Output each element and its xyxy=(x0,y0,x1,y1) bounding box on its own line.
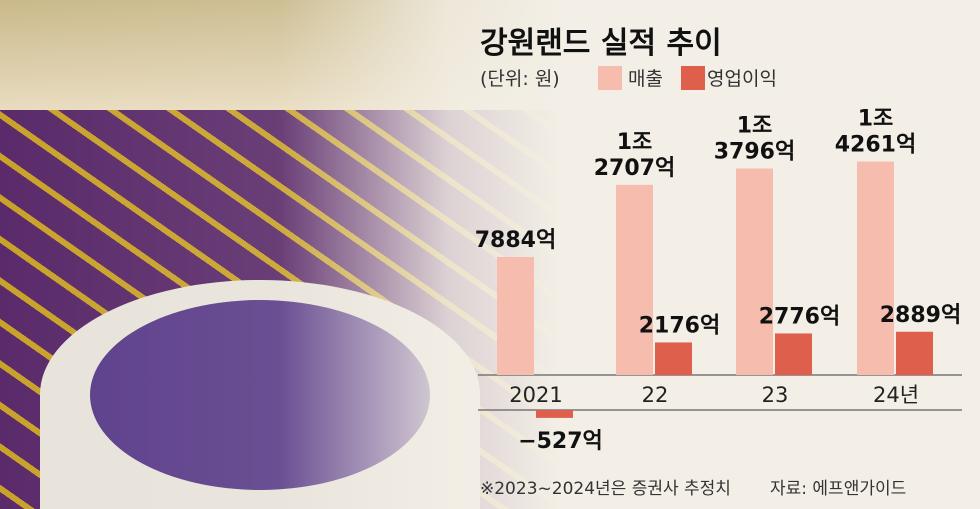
data-label: 3796억 xyxy=(714,140,795,165)
data-label: 1조 xyxy=(858,107,894,132)
legend-swatch-revenue xyxy=(598,66,622,90)
data-label: 7884억 xyxy=(475,228,556,253)
data-label: 1조 xyxy=(737,114,773,139)
legend-label-revenue: 매출 xyxy=(628,68,663,90)
data-label: 2176억 xyxy=(639,313,720,338)
data-label: −527억 xyxy=(518,429,603,454)
bar-operating-profit xyxy=(775,333,812,375)
bar-revenue xyxy=(616,184,653,375)
data-label: 4261억 xyxy=(835,133,916,158)
footnote: ※2023~2024년은 증권사 추정치 xyxy=(480,479,731,499)
x-tick-label: 23 xyxy=(762,383,789,407)
legend-label-operating-profit: 영업이익 xyxy=(707,68,777,90)
source-note: 자료: 에프앤가이드 xyxy=(770,479,907,499)
data-label: 2707억 xyxy=(594,156,675,181)
chart-title: 강원랜드 실적 추이 xyxy=(480,26,722,61)
bar-revenue xyxy=(736,168,773,375)
x-tick-label: 24년 xyxy=(873,383,919,407)
x-tick-label: 22 xyxy=(642,383,669,407)
casino-photo xyxy=(0,0,560,509)
data-label: 2889억 xyxy=(880,303,961,328)
bar-operating-profit xyxy=(896,331,933,375)
bar-operating-profit xyxy=(655,342,692,375)
data-label: 1조 xyxy=(617,130,653,155)
x-tick-label: 2021 xyxy=(509,383,562,407)
bar-operating-profit xyxy=(536,410,573,418)
data-label: 2776억 xyxy=(759,304,840,329)
unit-label: (단위: 원) xyxy=(480,68,560,90)
bar-revenue xyxy=(857,161,894,375)
bar-revenue xyxy=(497,257,534,375)
legend-swatch-operating-profit xyxy=(681,66,705,90)
